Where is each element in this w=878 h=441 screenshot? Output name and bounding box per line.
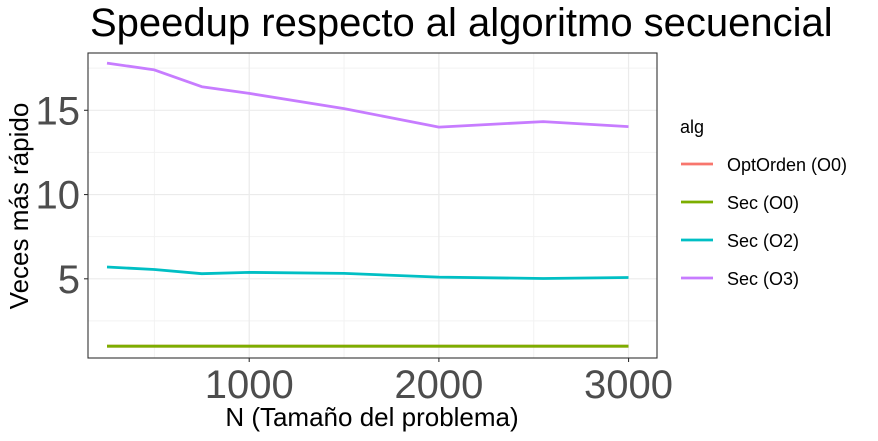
plot-panel [87,52,658,359]
legend-items: OptOrden (O0) Sec (O0) Sec (O2) Sec (O3) [681,155,847,289]
plot-background [88,53,657,358]
legend: alg OptOrden (O0) Sec (O0) Sec (O2) Sec (O3… [680,117,847,289]
chart-title: Speedup respecto al algoritmo secuencial [90,1,833,45]
x-tick-label: 2000 [394,363,483,407]
x-tick-label: 1000 [205,363,294,407]
y-tick-label: 10 [36,174,81,218]
y-tick-label: 5 [58,258,80,302]
legend-title: alg [680,117,704,137]
legend-label-sec-o3: Sec (O3) [727,269,799,289]
y-axis-title: Veces más rápido [4,103,34,310]
y-tick-label: 15 [36,89,81,133]
series-line-sec-o2 [106,265,629,280]
legend-label-sec-o0: Sec (O0) [727,193,799,213]
x-axis-ticks: 1000 2000 3000 [205,358,673,407]
grid-major [88,53,657,358]
x-axis-title: N (Tamaño del problema) [225,402,518,432]
y-axis-ticks: 5 10 15 [36,89,88,302]
series-lines [106,61,629,348]
legend-label-optorden-o0: OptOrden (O0) [727,155,847,175]
series-line-sec-o3 [106,61,629,129]
plot-border [87,52,658,359]
legend-label-sec-o2: Sec (O2) [727,231,799,251]
x-tick-label: 3000 [584,363,673,407]
grid-minor [88,53,657,358]
